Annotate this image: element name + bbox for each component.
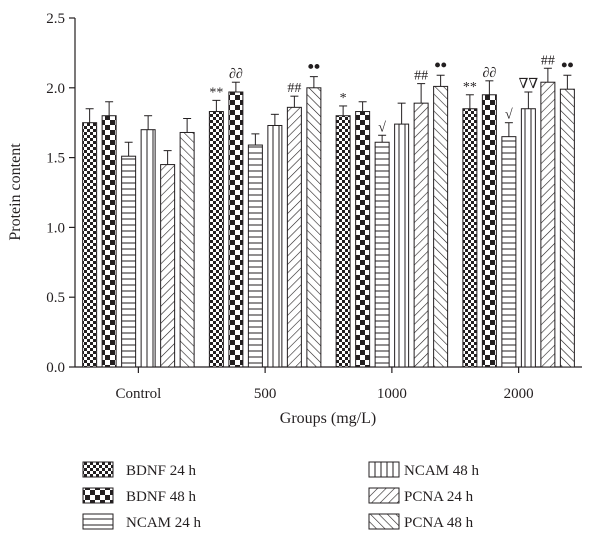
bar [306,87,322,368]
bar [101,115,117,368]
significance-mark: √ [505,108,513,123]
legend-swatch [82,487,114,504]
legend-label: BDNF 24 h [126,463,197,479]
error-bars [85,67,572,165]
legend-swatch [368,461,400,478]
significance-mark: ∂∂ [482,66,496,81]
legend-label: PCNA 24 h [404,489,474,505]
bar [228,91,244,368]
significance-mark: ∇∇ [519,77,539,92]
x-axis-title: Groups (mg/L) [280,410,376,427]
bar [481,94,497,368]
y-tick-label: 1.5 [46,151,65,167]
significance-mark: ## [287,81,301,96]
y-tick-label: 2.5 [46,11,65,27]
y-tick-label: 0.0 [46,360,65,376]
y-axis-title: Protein content [7,143,24,241]
bar [286,106,302,368]
bar [413,102,429,368]
significance-mark: ** [463,80,477,95]
significance-mark: ## [541,53,555,68]
legend-item: BDNF 24 h [82,461,197,479]
significance-annotations: **∂∂##••*√##••**∂∂√∇∇## •• [209,53,573,135]
x-tick-label: Control [115,386,161,402]
bar [160,164,176,368]
legend-item: PCNA 24 h [368,487,474,505]
legend-item: PCNA 48 h [368,513,474,531]
bar [394,123,410,368]
bar [374,141,390,368]
bar [267,124,283,368]
significance-mark: ## [414,69,428,84]
bar [140,129,156,368]
x-tick-label: 500 [254,386,277,402]
bar [520,108,536,368]
bar [559,88,575,368]
significance-mark: * [340,91,347,106]
legend-swatch [82,513,114,530]
bar-series [82,81,575,368]
x-tick-label: 2000 [504,386,534,402]
y-tick-label: 1.0 [46,220,65,236]
legend-label: PCNA 48 h [404,515,474,531]
significance-mark: ** [209,85,223,100]
bar [335,115,351,368]
bar [433,85,449,368]
significance-mark: ∂∂ [229,67,243,82]
x-axis-ticks: Control 500 1000 2000 [115,367,534,402]
legend-item: BDNF 48 h [82,487,197,505]
legend-swatch [368,487,400,504]
legend-item: NCAM 48 h [368,461,480,479]
bar [540,81,556,368]
legend-swatch [368,513,400,530]
legend: BDNF 24 h BDNF 48 h NCAM 24 h NCAM 48 h PCNA… [82,461,480,531]
y-axis-ticks: 0.0 0.5 1.0 1.5 2.0 2.5 [46,11,75,376]
significance-mark: •• [308,57,321,77]
significance-mark: √ [378,120,386,135]
bar [247,144,263,368]
bar [355,111,371,368]
y-tick-label: 0.5 [46,290,65,306]
significance-mark: •• [434,55,447,75]
bar [82,122,98,368]
significance-mark: •• [561,55,574,75]
legend-label: NCAM 24 h [126,515,202,531]
bar [208,111,224,368]
legend-swatch [82,461,114,478]
legend-label: BDNF 48 h [126,489,197,505]
bar [462,108,478,368]
legend-label: NCAM 48 h [404,463,480,479]
y-tick-label: 2.0 [46,81,65,97]
legend-item: NCAM 24 h [82,513,202,531]
bar [179,131,195,368]
plot-area: 0.00.51.01.52.02.5 Control 500 1000 2000 **… [46,11,582,402]
bar [121,155,137,368]
x-tick-label: 1000 [377,386,407,402]
bar [501,136,517,368]
